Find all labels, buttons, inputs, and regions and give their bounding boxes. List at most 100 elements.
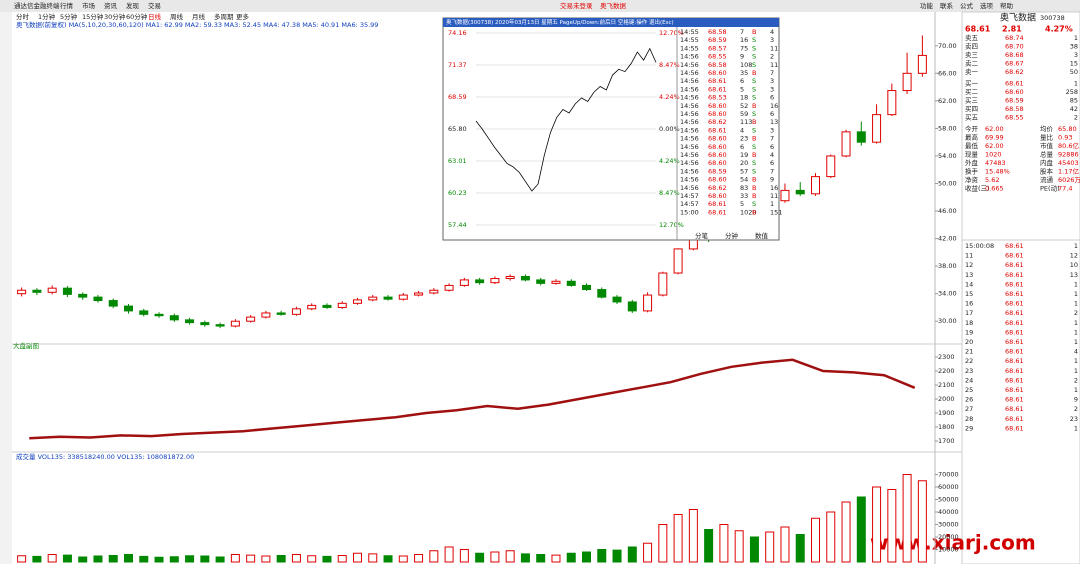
stat-cell: 今开 xyxy=(965,124,979,133)
volume-bar xyxy=(917,480,927,563)
candle-body xyxy=(566,280,576,286)
popup-tab[interactable]: 分笔 xyxy=(695,231,709,240)
candle-body xyxy=(643,294,653,312)
volume-bar xyxy=(337,555,347,563)
volume-bar xyxy=(841,501,851,563)
volume-bar xyxy=(398,555,408,563)
period-tab[interactable]: 更多 xyxy=(236,12,250,21)
menu-item[interactable]: 选项 xyxy=(980,1,994,10)
trade-cell: 22 xyxy=(965,357,973,365)
volume-bar xyxy=(475,552,485,563)
volume-bar xyxy=(429,550,439,563)
book-price: 68.70 xyxy=(1005,43,1024,51)
candle-body xyxy=(444,284,454,291)
tick-cell: 68.60 xyxy=(708,69,727,77)
trade-cell: 68.61 xyxy=(1005,319,1024,327)
book-volume: 3 xyxy=(1074,51,1078,59)
period-tab[interactable]: 15分钟 xyxy=(82,12,104,21)
trade-cell: 1 xyxy=(1074,290,1078,298)
y-tick-label: 40000 xyxy=(938,508,959,516)
candle-body xyxy=(505,275,515,280)
menu-item[interactable]: 发现 xyxy=(126,1,140,10)
menu-item[interactable]: 联系 xyxy=(940,1,954,10)
y-tick-label: 58.00 xyxy=(938,124,957,132)
trade-cell: 68.61 xyxy=(1005,376,1024,384)
trade-cell: 1 xyxy=(1074,357,1078,365)
volume-bar xyxy=(627,546,637,563)
trade-cell: 1 xyxy=(1074,338,1078,346)
period-tab[interactable]: 30分钟 xyxy=(104,12,126,21)
volume-bar xyxy=(780,526,790,563)
trade-cell: 1 xyxy=(1074,319,1078,327)
period-tab[interactable]: 月线 xyxy=(192,12,206,21)
tick-cell: 7 xyxy=(770,69,774,77)
trade-cell: 68.61 xyxy=(1005,300,1024,308)
stock-tab[interactable]: 奥飞数据 xyxy=(600,1,627,10)
candle-body xyxy=(795,189,805,195)
tick-cell: 68.60 xyxy=(708,151,727,159)
menu-item[interactable]: 功能 xyxy=(920,1,934,10)
menu-item[interactable]: 市场 xyxy=(82,1,96,10)
volume-bar xyxy=(276,555,286,563)
period-tab[interactable]: 5分钟 xyxy=(60,12,78,21)
trade-cell: 14 xyxy=(965,280,973,288)
menu-item[interactable]: 帮助 xyxy=(1000,1,1014,10)
popup-tab[interactable]: 数值 xyxy=(755,231,769,240)
stat-cell: 1020 xyxy=(985,151,1002,159)
period-tab[interactable]: 日线 xyxy=(148,12,162,21)
menu-bar xyxy=(0,0,1080,12)
popup-title-bar xyxy=(443,18,779,27)
candle-body xyxy=(872,114,882,143)
menu-item[interactable]: 公式 xyxy=(960,1,974,10)
candle-body xyxy=(124,305,133,312)
tick-cell: 14:56 xyxy=(680,85,699,93)
tick-cell: 9 xyxy=(770,176,774,184)
y-tick-label: 30.00 xyxy=(938,317,957,325)
y-tick-label: 66.00 xyxy=(938,69,957,77)
trade-cell: 1 xyxy=(1074,242,1078,250)
book-label: 卖二 xyxy=(965,60,979,68)
tick-cell: S xyxy=(752,200,756,208)
tick-cell: B xyxy=(752,135,756,143)
tick-cell: 1020 xyxy=(740,208,757,216)
book-price: 68.68 xyxy=(1005,51,1024,59)
trade-cell: 68.61 xyxy=(1005,261,1024,269)
candle-body xyxy=(856,131,866,143)
tick-cell: B xyxy=(752,192,756,200)
stat-cell: 总量 xyxy=(1040,150,1054,159)
tick-cell: 57 xyxy=(740,167,748,175)
trade-cell: 28 xyxy=(965,415,973,423)
tick-cell: B xyxy=(752,151,756,159)
period-tab[interactable]: 周线 xyxy=(170,12,184,21)
candle-body xyxy=(17,289,27,295)
volume-bar xyxy=(566,552,576,563)
tick-cell: 7 xyxy=(770,167,774,175)
volume-bar xyxy=(520,553,530,563)
tick-cell: 108 xyxy=(740,61,752,69)
candle-body xyxy=(673,248,683,274)
menu-item[interactable]: 行情 xyxy=(60,1,74,10)
period-tab[interactable]: 分时 xyxy=(16,12,30,21)
period-tab[interactable]: 多周期 xyxy=(214,12,234,21)
candle-body xyxy=(307,304,317,310)
tick-cell: 151 xyxy=(770,208,782,216)
volume-bar xyxy=(154,556,164,563)
change: 2.81 xyxy=(1002,25,1022,34)
volume-bar xyxy=(169,556,179,563)
popup-tab[interactable]: 分钟 xyxy=(725,231,739,240)
menu-item[interactable]: 交易 xyxy=(148,1,161,10)
tick-cell: 68.60 xyxy=(708,192,727,200)
candle-body xyxy=(185,319,195,324)
period-tab[interactable]: 60分钟 xyxy=(126,12,148,21)
tick-cell: S xyxy=(752,143,756,151)
popup-y-label: 71.37 xyxy=(448,61,467,69)
volume-bar xyxy=(17,555,27,563)
popup-y-label: 63.01 xyxy=(448,157,467,165)
y-tick-label: 46.00 xyxy=(938,207,957,215)
stat-cell: 0.665 xyxy=(985,185,1004,193)
period-tab[interactable]: 1分钟 xyxy=(38,12,56,21)
tick-cell: 11 xyxy=(770,192,778,200)
volume-bar xyxy=(582,551,591,563)
stat-cell: 80.6亿 xyxy=(1058,141,1079,150)
menu-item[interactable]: 资讯 xyxy=(104,1,118,10)
